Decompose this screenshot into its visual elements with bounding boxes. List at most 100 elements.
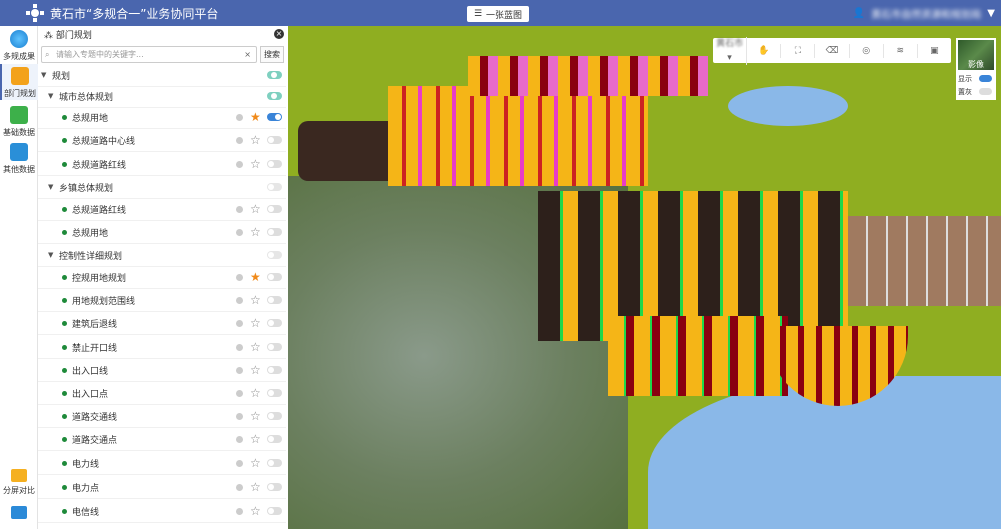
layer-toggle[interactable] — [267, 459, 282, 467]
star-icon[interactable]: ☆ — [250, 409, 261, 423]
opacity-icon[interactable] — [236, 113, 243, 121]
opacity-icon[interactable] — [236, 389, 243, 397]
layer-row[interactable]: 总规道路中心线 ☆ — [38, 129, 286, 152]
close-icon[interactable]: × — [274, 29, 284, 39]
star-icon[interactable]: ☆ — [250, 340, 261, 354]
layer-row[interactable]: 总规用地 ☆ — [38, 221, 286, 244]
layer-toggle[interactable] — [267, 389, 282, 397]
layer-row[interactable]: 电力线 ☆ — [38, 452, 286, 475]
toolbox-icon[interactable]: ▣ — [930, 45, 939, 56]
group-toggle[interactable] — [267, 92, 282, 100]
hand-icon[interactable]: ✋ — [747, 43, 782, 58]
layer-toggle[interactable] — [267, 205, 282, 213]
opacity-icon[interactable] — [236, 228, 243, 236]
star-icon[interactable]: ★ — [250, 270, 261, 284]
star-icon[interactable]: ☆ — [250, 386, 261, 400]
layer-row[interactable]: 总规道路红线 ☆ — [38, 198, 286, 221]
opacity-icon[interactable] — [236, 412, 243, 420]
layer-row[interactable]: 出入口线 ☆ — [38, 359, 286, 382]
layer-toggle[interactable] — [267, 273, 282, 281]
opacity-icon[interactable] — [236, 205, 243, 213]
layer-toggle[interactable] — [267, 136, 282, 144]
opacity-icon[interactable] — [236, 507, 243, 515]
search-input[interactable]: ⌕ 请输入专题中的关键字... × — [41, 46, 257, 63]
opacity-icon[interactable] — [236, 136, 243, 144]
opacity-icon[interactable] — [236, 366, 243, 374]
layer-toggle[interactable] — [267, 319, 282, 327]
layer-row[interactable]: 建筑后退线 ☆ — [38, 312, 286, 335]
opacity-icon[interactable] — [236, 459, 243, 467]
rail-item-base[interactable]: 基础数据 — [0, 106, 38, 138]
group-label: 乡镇总体规划 — [59, 183, 114, 194]
map-canvas[interactable] — [288, 26, 1001, 529]
eraser-icon[interactable]: ⌫ — [815, 43, 850, 58]
region-select[interactable]: 黄石市 ▾ — [713, 36, 748, 65]
star-icon[interactable]: ☆ — [250, 316, 261, 330]
group-toggle[interactable] — [267, 183, 282, 191]
layer-toggle[interactable] — [267, 435, 282, 443]
layer-row[interactable]: 电力点 ☆ — [38, 476, 286, 499]
star-icon[interactable]: ☆ — [250, 432, 261, 446]
layer-toggle[interactable] — [267, 412, 282, 420]
layer-row[interactable]: 总规道路红线 ☆ — [38, 153, 286, 176]
layer-row[interactable]: 用地规划范围线 ☆ — [38, 289, 286, 312]
layer-row[interactable]: 总规用地 ★ — [38, 106, 286, 129]
layer-toggle[interactable] — [267, 483, 282, 491]
star-icon[interactable]: ☆ — [250, 157, 261, 171]
layer-row[interactable]: 控规用地规划 ★ — [38, 266, 286, 289]
caret-down-icon[interactable]: ▼ — [48, 251, 54, 259]
clear-icon[interactable]: × — [244, 50, 251, 59]
rail-item-dept[interactable]: 部门规划 — [0, 64, 38, 100]
opacity-icon[interactable] — [236, 319, 243, 327]
basemap-imagery[interactable]: 影像 — [958, 40, 994, 70]
user-menu[interactable]: 👤 黄石市自然资源和规划局 ▼ — [853, 6, 995, 21]
fullscreen-icon[interactable]: ⛶ — [781, 43, 816, 58]
group-toggle[interactable] — [267, 251, 282, 259]
layer-row[interactable]: 禁止开口线 ☆ — [38, 336, 286, 359]
star-icon[interactable]: ☆ — [250, 456, 261, 470]
layer-toggle[interactable] — [267, 113, 282, 121]
caret-down-icon[interactable]: ▼ — [48, 92, 54, 100]
star-icon[interactable]: ☆ — [250, 504, 261, 518]
layer-row[interactable]: 电信线 ☆ — [38, 500, 286, 523]
layer-toggle[interactable] — [267, 366, 282, 374]
layer-group-row[interactable]: ▼ 城市总体规划 — [38, 85, 286, 108]
star-icon[interactable]: ☆ — [250, 202, 261, 216]
star-icon[interactable]: ☆ — [250, 133, 261, 147]
rail-item-results[interactable]: 多规成果 — [0, 30, 38, 62]
layer-toggle[interactable] — [267, 228, 282, 236]
layer-row[interactable]: 道路交通线 ☆ — [38, 405, 286, 428]
layer-toggle[interactable] — [267, 343, 282, 351]
layer-toggle[interactable] — [267, 296, 282, 304]
star-icon[interactable]: ☆ — [250, 480, 261, 494]
show-toggle[interactable] — [979, 75, 992, 82]
search-button[interactable]: 搜索 — [260, 46, 284, 63]
compass-icon[interactable]: ◎ — [850, 43, 884, 58]
group-toggle[interactable] — [267, 71, 282, 79]
opacity-icon[interactable] — [236, 160, 243, 168]
layer-group-row[interactable]: ▼ 规划 — [38, 64, 286, 87]
rail-item-other[interactable]: 其他数据 — [0, 143, 38, 175]
opacity-icon[interactable] — [236, 296, 243, 304]
caret-down-icon[interactable]: ▼ — [41, 71, 47, 79]
layer-toggle[interactable] — [267, 507, 282, 515]
star-icon[interactable]: ☆ — [250, 225, 261, 239]
layer-group-row[interactable]: ▼ 控制性详细规划 — [38, 244, 286, 267]
layers-icon[interactable]: ≋ — [884, 43, 918, 58]
layer-row[interactable]: 出入口点 ☆ — [38, 382, 286, 405]
opacity-icon[interactable] — [236, 343, 243, 351]
rail-item-favorites[interactable] — [0, 506, 38, 522]
layer-toggle[interactable] — [267, 160, 282, 168]
layer-group-row[interactable]: ▼ 乡镇总体规划 — [38, 176, 286, 199]
opacity-icon[interactable] — [236, 273, 243, 281]
opacity-icon[interactable] — [236, 483, 243, 491]
caret-down-icon[interactable]: ▼ — [48, 183, 54, 191]
star-icon[interactable]: ☆ — [250, 293, 261, 307]
star-icon[interactable]: ★ — [250, 110, 261, 124]
layer-row[interactable]: 道路交通点 ☆ — [38, 428, 286, 451]
opacity-icon[interactable] — [236, 435, 243, 443]
star-icon[interactable]: ☆ — [250, 363, 261, 377]
blueprint-button[interactable]: ☰ 一张蓝图 — [467, 6, 529, 22]
rail-item-split[interactable]: 分屏对比 — [0, 469, 38, 496]
gray-toggle[interactable] — [979, 88, 992, 95]
